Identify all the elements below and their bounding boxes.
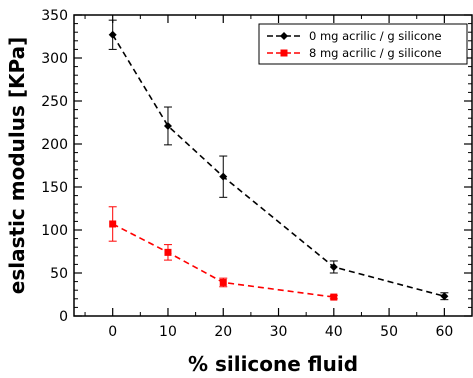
- legend-label: 8 mg acrilic / g silicone: [309, 46, 442, 60]
- series-line: [112, 223, 334, 298]
- axis-ticks: [74, 14, 472, 317]
- legend-label: 0 mg acrilic / g silicone: [309, 29, 442, 43]
- series-line: [112, 34, 445, 297]
- data-point: [330, 293, 338, 301]
- x-tick-label: 10: [159, 324, 177, 340]
- tick-labels: 0 50 100 150 200 250 300 350 0 10 20 30 40 50 60: [41, 8, 453, 340]
- legend: 0 mg acrilic / g silicone 8 mg acrilic / …: [258, 23, 468, 65]
- legend-marker: [280, 49, 288, 57]
- y-tick-label: 250: [41, 94, 68, 110]
- data-point: [109, 220, 117, 228]
- x-axis-title: % silicone fluid: [188, 352, 358, 376]
- data-point: [329, 262, 338, 271]
- data-point: [163, 121, 172, 130]
- y-tick-label: 0: [59, 309, 68, 325]
- y-axis-title: eslastic modulus [KPa]: [5, 37, 29, 294]
- y-tick-label: 200: [41, 137, 68, 153]
- series-2: [108, 206, 338, 301]
- legend-marker: [280, 32, 288, 40]
- y-tick-label: 50: [50, 266, 68, 282]
- x-tick-label: 30: [270, 324, 288, 340]
- y-tick-label: 150: [41, 180, 68, 196]
- y-tick-label: 100: [41, 223, 68, 239]
- data-point: [440, 292, 449, 301]
- x-tick-label: 60: [435, 324, 453, 340]
- x-tick-label: 20: [214, 324, 232, 340]
- x-tick-label: 50: [380, 324, 398, 340]
- y-tick-label: 350: [41, 8, 68, 24]
- series-1: [108, 19, 449, 301]
- legend-box: [258, 23, 468, 65]
- data-point: [108, 30, 117, 39]
- x-tick-label: 0: [108, 324, 117, 340]
- data-point: [164, 248, 172, 256]
- y-tick-label: 300: [41, 51, 68, 67]
- data-point: [219, 278, 227, 286]
- data-point: [219, 172, 228, 181]
- plot-frame: [73, 14, 473, 317]
- axes: [73, 14, 473, 317]
- x-tick-label: 40: [325, 324, 343, 340]
- plot-series: [108, 19, 449, 301]
